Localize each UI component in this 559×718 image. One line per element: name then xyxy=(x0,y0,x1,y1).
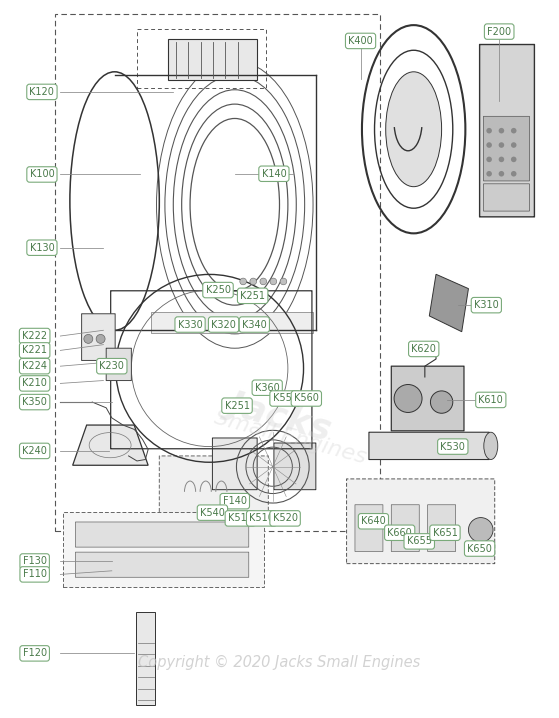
Text: K350: K350 xyxy=(22,397,47,407)
Circle shape xyxy=(499,171,504,177)
FancyBboxPatch shape xyxy=(75,552,249,577)
FancyBboxPatch shape xyxy=(391,505,419,551)
Circle shape xyxy=(394,385,422,412)
Text: F140: F140 xyxy=(223,496,247,506)
Text: K640: K640 xyxy=(361,516,386,526)
Circle shape xyxy=(280,278,287,285)
Text: K550: K550 xyxy=(273,393,297,404)
FancyBboxPatch shape xyxy=(151,312,313,333)
Circle shape xyxy=(96,335,105,343)
FancyBboxPatch shape xyxy=(106,348,131,381)
Text: K140: K140 xyxy=(262,169,286,179)
Circle shape xyxy=(260,278,267,285)
Text: F120: F120 xyxy=(22,648,47,658)
Text: K330: K330 xyxy=(178,320,202,330)
Text: K224: K224 xyxy=(22,361,47,371)
Text: K400: K400 xyxy=(348,36,373,46)
Circle shape xyxy=(486,142,492,148)
Text: F130: F130 xyxy=(23,556,46,567)
Text: K120: K120 xyxy=(30,87,54,97)
Circle shape xyxy=(84,335,93,343)
FancyBboxPatch shape xyxy=(212,438,257,490)
Polygon shape xyxy=(73,425,148,465)
Text: K540: K540 xyxy=(200,508,225,518)
Circle shape xyxy=(240,278,247,285)
FancyBboxPatch shape xyxy=(274,443,316,490)
Text: K310: K310 xyxy=(474,300,499,310)
Circle shape xyxy=(270,278,277,285)
Circle shape xyxy=(499,128,504,134)
Text: K210: K210 xyxy=(22,378,47,388)
Text: K221: K221 xyxy=(22,345,47,355)
Text: K130: K130 xyxy=(30,243,54,253)
FancyBboxPatch shape xyxy=(428,505,456,551)
Circle shape xyxy=(250,278,257,285)
Circle shape xyxy=(511,157,517,162)
Circle shape xyxy=(486,171,492,177)
Text: K530: K530 xyxy=(440,442,465,452)
Text: K650: K650 xyxy=(467,544,492,554)
FancyBboxPatch shape xyxy=(82,314,115,360)
Text: K655: K655 xyxy=(407,536,432,546)
Text: Small Engines: Small Engines xyxy=(212,408,369,468)
Text: K660: K660 xyxy=(387,528,412,538)
Text: Jacks: Jacks xyxy=(225,386,334,447)
Text: K251: K251 xyxy=(240,291,265,301)
Polygon shape xyxy=(429,274,468,332)
Circle shape xyxy=(499,142,504,148)
FancyBboxPatch shape xyxy=(159,456,268,524)
Circle shape xyxy=(511,171,517,177)
Text: K651: K651 xyxy=(433,528,457,538)
FancyBboxPatch shape xyxy=(63,512,264,587)
FancyBboxPatch shape xyxy=(484,116,529,181)
Text: F110: F110 xyxy=(23,569,46,579)
Text: K515: K515 xyxy=(228,513,253,523)
Text: K620: K620 xyxy=(411,344,436,354)
FancyBboxPatch shape xyxy=(136,612,155,705)
Circle shape xyxy=(511,142,517,148)
Text: K222: K222 xyxy=(22,331,47,341)
Circle shape xyxy=(430,391,453,414)
FancyBboxPatch shape xyxy=(369,432,489,460)
FancyBboxPatch shape xyxy=(391,366,464,431)
Ellipse shape xyxy=(484,432,498,460)
Ellipse shape xyxy=(386,72,442,187)
Circle shape xyxy=(486,157,492,162)
Text: K251: K251 xyxy=(225,401,249,411)
Text: K320: K320 xyxy=(211,320,236,330)
FancyBboxPatch shape xyxy=(75,522,249,547)
Text: K250: K250 xyxy=(206,285,230,295)
FancyBboxPatch shape xyxy=(168,39,257,80)
Text: K360: K360 xyxy=(255,383,280,393)
FancyBboxPatch shape xyxy=(355,505,383,551)
FancyBboxPatch shape xyxy=(347,479,495,564)
Text: K100: K100 xyxy=(30,169,54,180)
Text: K560: K560 xyxy=(294,393,319,404)
Text: Copyright © 2020 Jacks Small Engines: Copyright © 2020 Jacks Small Engines xyxy=(139,655,420,669)
Text: K610: K610 xyxy=(479,395,503,405)
Text: K230: K230 xyxy=(100,361,124,371)
Text: K340: K340 xyxy=(242,320,267,330)
Circle shape xyxy=(511,128,517,134)
FancyBboxPatch shape xyxy=(484,184,529,211)
Text: K510: K510 xyxy=(249,513,274,523)
Circle shape xyxy=(499,157,504,162)
Circle shape xyxy=(486,128,492,134)
Text: F200: F200 xyxy=(487,27,511,37)
Text: K520: K520 xyxy=(273,513,297,523)
Text: K240: K240 xyxy=(22,446,47,456)
FancyBboxPatch shape xyxy=(480,45,534,217)
Circle shape xyxy=(468,518,493,542)
